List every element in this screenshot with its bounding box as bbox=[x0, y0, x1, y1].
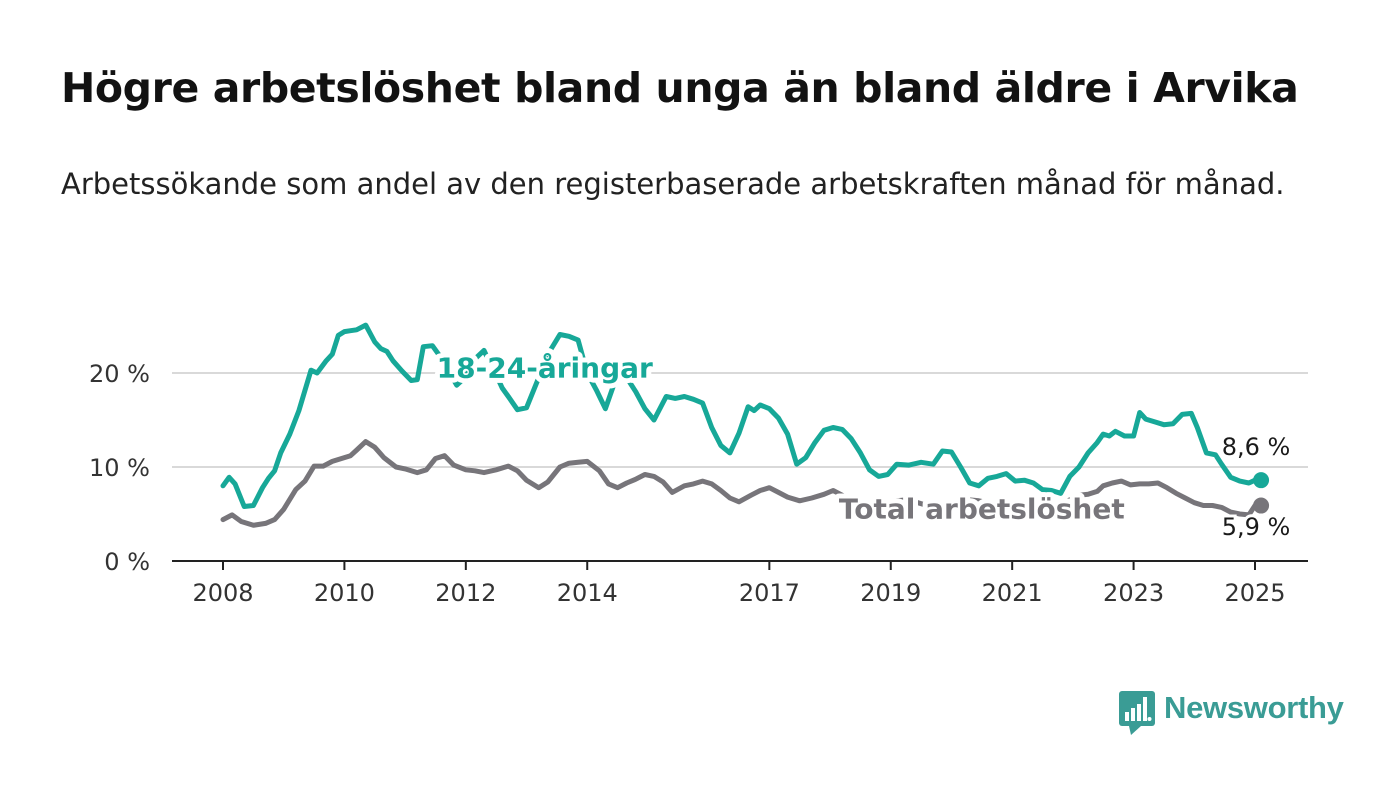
series-line bbox=[220, 439, 1264, 528]
x-tick-label: 2023 bbox=[1103, 579, 1164, 607]
x-tick-label: 2019 bbox=[860, 579, 921, 607]
end-value-label: 8,6 % bbox=[1222, 433, 1291, 461]
bar-chart-speech-bubble-icon bbox=[1119, 691, 1155, 735]
series-end-point bbox=[1253, 497, 1270, 514]
y-tick-label: 20 % bbox=[89, 360, 150, 388]
x-tick-label: 2021 bbox=[982, 579, 1043, 607]
x-tick-label: 2010 bbox=[314, 579, 375, 607]
y-tick-label: 10 % bbox=[89, 454, 150, 482]
x-tick-label: 2025 bbox=[1224, 579, 1285, 607]
end-value-label: 5,9 % bbox=[1222, 513, 1291, 541]
x-tick-label: 2012 bbox=[435, 579, 496, 607]
chart-subtitle: Arbetssökande som andel av den registerb… bbox=[61, 167, 1285, 201]
newsworthy-logo: Newsworthy bbox=[1119, 689, 1344, 735]
x-tick-label: 2008 bbox=[192, 579, 253, 607]
series-label: Total arbetslöshet bbox=[839, 493, 1125, 526]
chart-title: Högre arbetslöshet bland unga än bland ä… bbox=[61, 64, 1299, 112]
x-tick-label: 2014 bbox=[557, 579, 618, 607]
series-label: 18-24-åringar bbox=[437, 352, 653, 385]
series-end-point bbox=[1253, 472, 1270, 489]
logo-text: Newsworthy bbox=[1164, 690, 1344, 725]
x-tick-label: 2017 bbox=[739, 579, 800, 607]
series-line bbox=[220, 322, 1264, 509]
y-tick-label: 0 % bbox=[104, 548, 150, 576]
